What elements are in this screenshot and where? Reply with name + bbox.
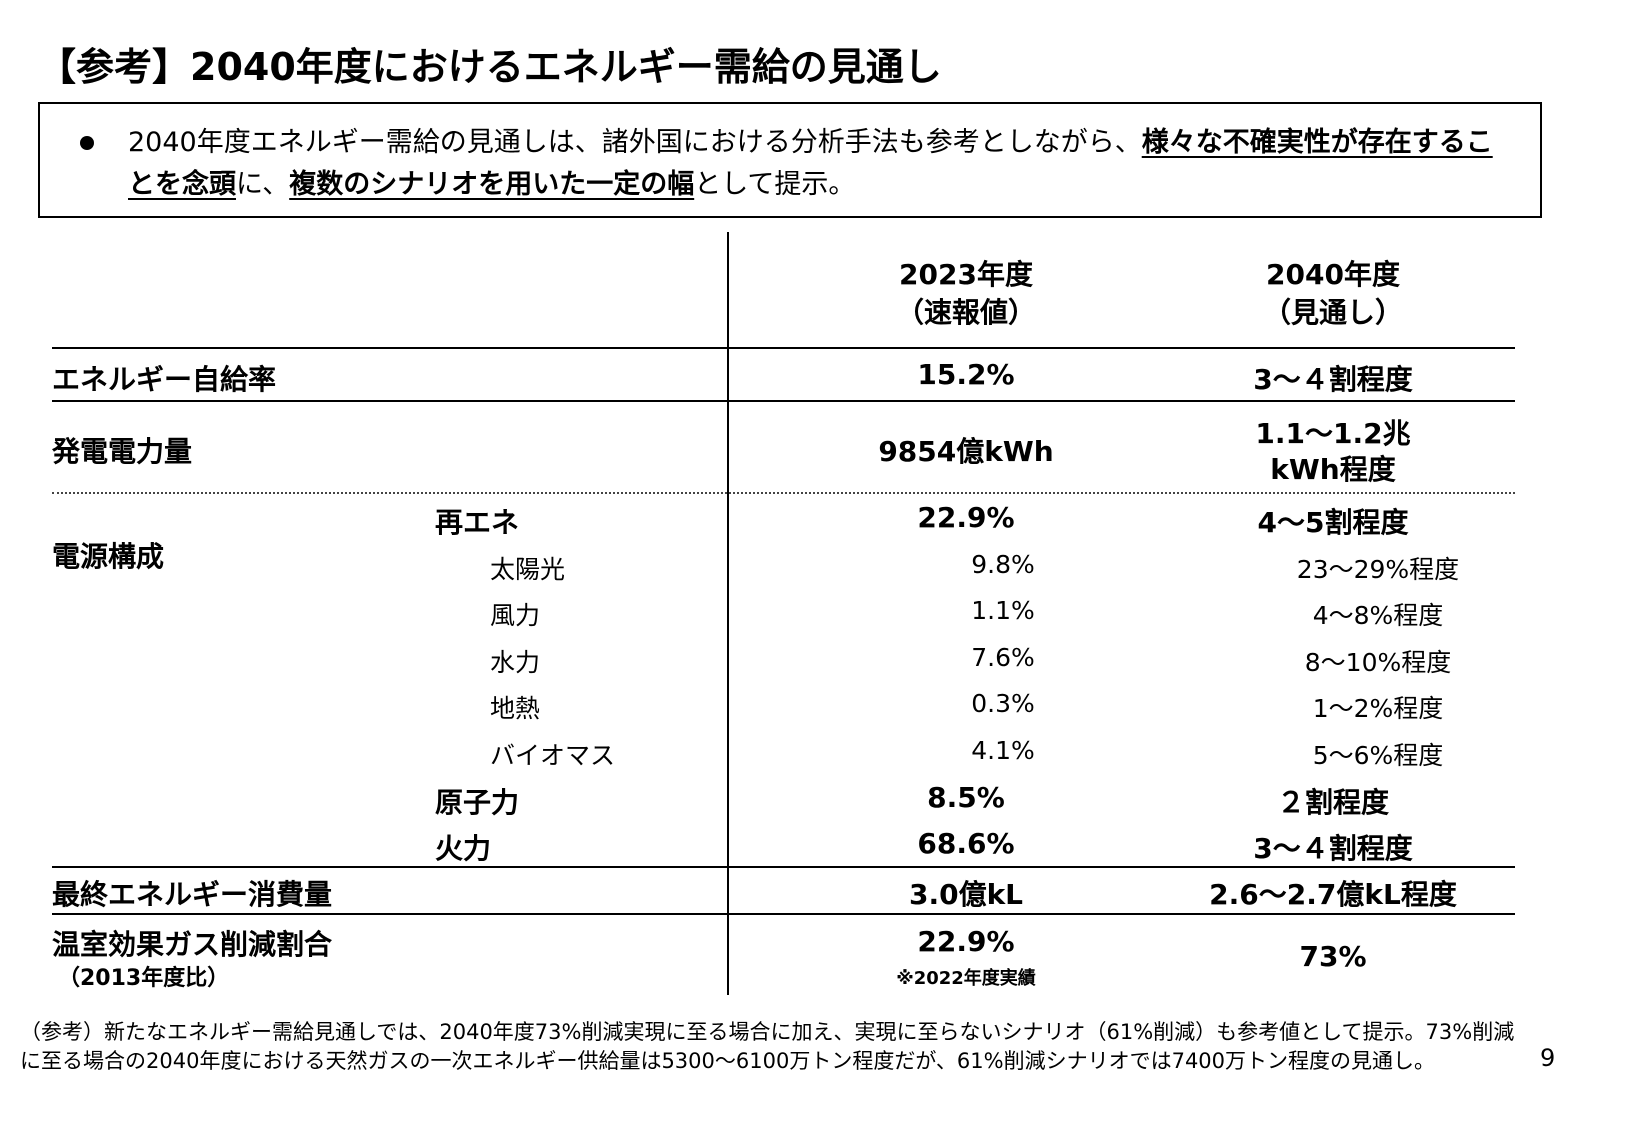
row-rule (52, 866, 1515, 868)
item-label: 風力 (490, 601, 541, 631)
row-label: 最終エネルギー消費量 (52, 878, 333, 912)
cell-value: 4～5割程度 (1257, 506, 1409, 540)
cell-value: 73% (1299, 940, 1367, 974)
item-label: バイオマス (490, 741, 616, 770)
cell-value: 22.9% (917, 501, 1015, 535)
summary-segment: として提示。 (694, 169, 856, 200)
cell-value: 1.1% (971, 596, 1035, 626)
summary-segment: に、 (236, 169, 290, 200)
emphasis: 様々な不確実性が存在することを念頭 (128, 127, 1493, 200)
cell-value: 3.0億kL (908, 878, 1024, 912)
cell-value: 9854億kWh (878, 435, 1054, 469)
cell-value: ２割程度 (1276, 785, 1390, 819)
cell-value: 3～４割程度 (1253, 832, 1413, 866)
column-header: 2023年度 (899, 258, 1033, 292)
title: 【参考】2040年度におけるエネルギー需給の見通し (38, 45, 942, 89)
cell-value: 2.6～2.7億kL程度 (1209, 878, 1457, 912)
summary-text: 2040年度エネルギー需給の見通しは、諸外国における分析手法も参考としながら、様… (128, 122, 1508, 206)
cell-value: 22.9% (917, 925, 1015, 959)
cell-note: ※2022年度実績 (896, 968, 1036, 990)
cell-value: 8～10%程度 (1304, 647, 1452, 677)
item-label: 水力 (490, 647, 541, 677)
cell-value: 7.6% (971, 642, 1035, 672)
cell-value: 0.3% (971, 689, 1035, 719)
cell-value: 15.2% (917, 358, 1015, 392)
cell-value: kWh程度 (1270, 453, 1396, 487)
cell-value: 23～29%程度 (1296, 554, 1460, 584)
row-rule (52, 913, 1515, 915)
row-label: 発電電力量 (52, 435, 193, 469)
cell-value: 1.1～1.2兆 (1255, 417, 1411, 451)
cell-value: 3～４割程度 (1253, 363, 1413, 397)
item-label: 地熱 (490, 694, 541, 724)
column-header: 2040年度 (1266, 258, 1400, 292)
row-label: 電源構成 (52, 540, 165, 574)
page-number: 9 (1540, 1043, 1556, 1072)
item-label: 原子力 (435, 785, 520, 819)
row-rule (52, 347, 1515, 349)
cell-value: 4～8%程度 (1312, 601, 1444, 631)
cell-value: 4.1% (971, 736, 1035, 765)
cell-value: 5～6%程度 (1312, 741, 1444, 770)
item-label: 再エネ (435, 506, 520, 540)
row-rule-dotted (52, 492, 1515, 494)
column-divider (727, 232, 729, 995)
emphasis: 複数のシナリオを用いた一定の幅 (289, 169, 695, 200)
row-label: （2013年度比） (58, 965, 230, 991)
footnote: （参考）新たなエネルギー需給見通しでは、2040年度73%削減実現に至る場合に加… (20, 1020, 1515, 1073)
row-label: 温室効果ガス削減割合 (52, 928, 333, 962)
row-label: エネルギー自給率 (52, 363, 277, 397)
item-label: 火力 (435, 832, 492, 866)
item-label: 太陽光 (490, 554, 566, 584)
cell-value: 1～2%程度 (1312, 694, 1444, 724)
row-rule (52, 400, 1515, 402)
cell-value: 8.5% (927, 780, 1005, 814)
summary-box: 2040年度エネルギー需給の見通しは、諸外国における分析手法も参考としながら、様… (38, 102, 1542, 218)
column-header: （速報値） (895, 296, 1037, 330)
bullet (80, 136, 94, 150)
summary-segment: 2040年度エネルギー需給の見通しは、諸外国における分析手法も参考としながら、 (128, 127, 1142, 158)
cell-value: 9.8% (971, 549, 1035, 579)
column-header: （見通し） (1262, 296, 1404, 330)
cell-value: 68.6% (917, 827, 1015, 861)
